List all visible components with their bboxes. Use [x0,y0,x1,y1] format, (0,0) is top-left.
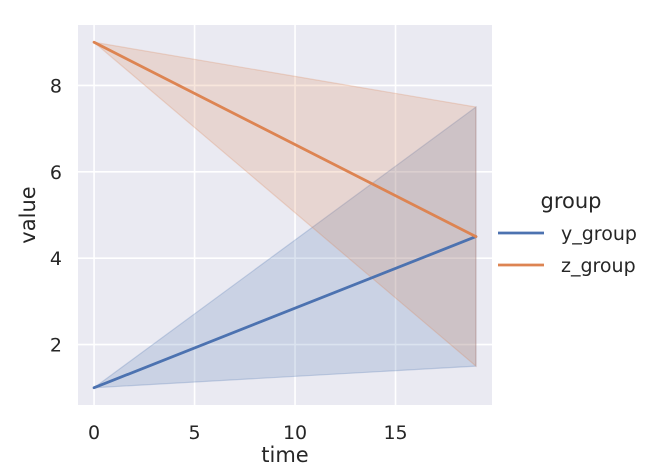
x-tick-label: 0 [88,422,100,444]
series-line-y_group [92,235,478,390]
y-tick-label: 4 [50,248,62,270]
x-tick-label: 10 [283,422,307,444]
legend-label-z_group: z_group [561,255,636,277]
series-lines [92,40,478,390]
x-axis-label: time [261,443,308,466]
confidence-bands [92,41,477,389]
x-tick-label: 5 [189,422,201,444]
x-axis-ticks: 0 5 10 15 [88,422,408,444]
legend: group y_group z_group [498,189,637,277]
legend-title: group [541,189,602,213]
series-line-z_group [92,40,478,238]
plot-background [78,25,492,405]
x-tick-label: 15 [383,422,407,444]
y-tick-label: 2 [50,335,62,357]
legend-label-y_group: y_group [561,223,637,245]
y-tick-label: 8 [50,75,62,97]
y-axis-label: value [16,186,40,243]
y-axis-ticks: 2 4 6 8 [50,75,62,356]
y-tick-label: 6 [50,162,62,184]
